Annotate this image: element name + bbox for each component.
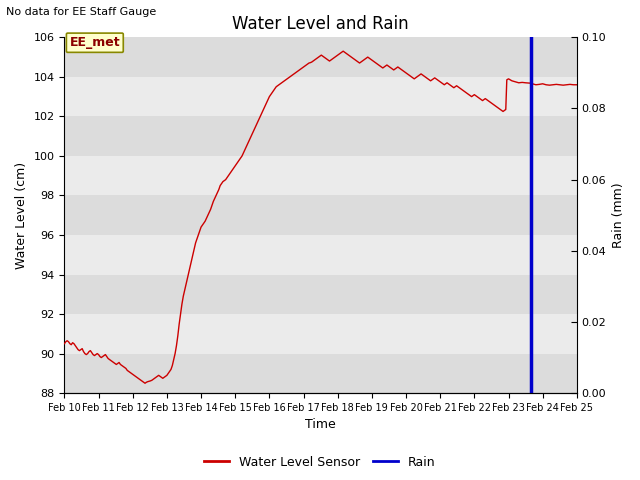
Water Level Sensor bbox=[339, 48, 347, 54]
Bar bbox=[65, 314, 577, 354]
Text: EE_met: EE_met bbox=[70, 36, 120, 49]
Bar bbox=[65, 77, 577, 116]
Bar bbox=[65, 235, 577, 275]
Legend: Water Level Sensor, Rain: Water Level Sensor, Rain bbox=[200, 451, 440, 474]
Water Level Sensor bbox=[61, 341, 68, 347]
Water Level Sensor bbox=[259, 108, 266, 114]
Water Level Sensor bbox=[392, 65, 400, 71]
Bar bbox=[65, 275, 577, 314]
Y-axis label: Rain (mm): Rain (mm) bbox=[612, 182, 625, 248]
Title: Water Level and Rain: Water Level and Rain bbox=[232, 15, 409, 33]
Text: No data for EE Staff Gauge: No data for EE Staff Gauge bbox=[6, 7, 157, 17]
Bar bbox=[65, 37, 577, 77]
Water Level Sensor bbox=[308, 59, 316, 65]
Water Level Sensor bbox=[141, 380, 149, 386]
Bar bbox=[65, 116, 577, 156]
Water Level Sensor bbox=[410, 76, 418, 82]
Bar bbox=[65, 195, 577, 235]
Line: Water Level Sensor: Water Level Sensor bbox=[65, 51, 577, 383]
X-axis label: Time: Time bbox=[305, 419, 336, 432]
Water Level Sensor bbox=[573, 82, 580, 88]
Bar bbox=[65, 156, 577, 195]
Y-axis label: Water Level (cm): Water Level (cm) bbox=[15, 162, 28, 269]
Bar bbox=[65, 354, 577, 393]
Water Level Sensor bbox=[196, 228, 204, 234]
Water Level Sensor bbox=[483, 96, 490, 102]
